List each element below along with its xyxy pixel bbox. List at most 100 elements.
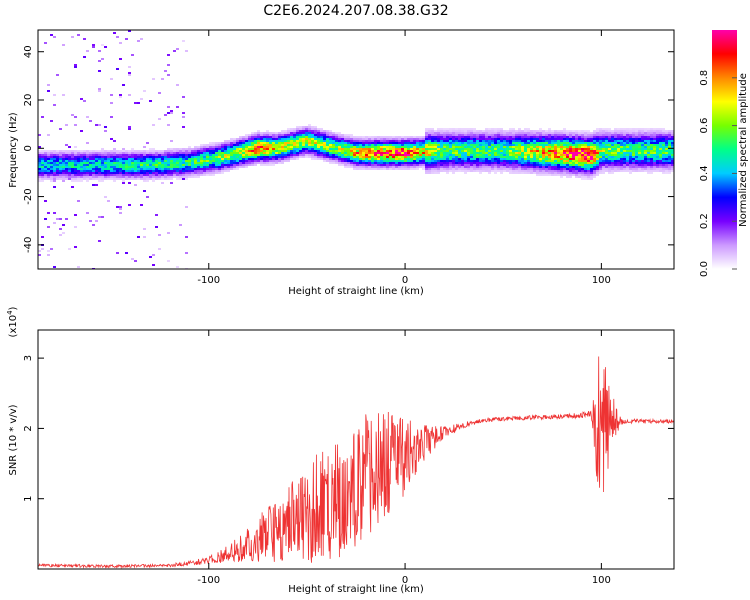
heatmap-cell bbox=[584, 134, 587, 136]
heatmap-cell bbox=[149, 164, 152, 166]
heatmap-cell bbox=[557, 134, 560, 136]
heatmap-cell bbox=[470, 166, 473, 168]
heatmap-cell bbox=[545, 156, 548, 158]
heatmap-cell bbox=[200, 162, 203, 164]
heatmap-cell bbox=[497, 156, 500, 158]
heatmap-cell bbox=[485, 170, 488, 172]
heatmap-cell bbox=[617, 132, 620, 134]
heatmap-cell bbox=[620, 168, 623, 170]
heatmap-cell bbox=[326, 138, 329, 140]
heatmap-cell bbox=[239, 166, 242, 168]
heatmap-cell bbox=[572, 152, 575, 154]
heatmap-cell bbox=[53, 104, 56, 106]
heatmap-cell bbox=[629, 148, 632, 150]
heatmap-cell bbox=[125, 152, 128, 154]
heatmap-cell bbox=[356, 156, 359, 158]
heatmap-cell bbox=[365, 142, 368, 144]
heatmap-cell bbox=[515, 134, 518, 136]
heatmap-cell bbox=[488, 144, 491, 146]
heatmap-cell bbox=[167, 64, 170, 66]
heatmap-cell bbox=[446, 148, 449, 150]
heatmap-cell bbox=[473, 162, 476, 164]
heatmap-cell bbox=[659, 166, 662, 168]
heatmap-cell bbox=[329, 136, 332, 138]
heatmap-cell bbox=[467, 154, 470, 156]
heatmap-cell bbox=[623, 146, 626, 148]
heatmap-cell bbox=[257, 134, 260, 136]
heatmap-cell bbox=[650, 128, 653, 130]
heatmap-cell bbox=[449, 160, 452, 162]
heatmap-cell bbox=[620, 170, 623, 172]
heatmap-cell bbox=[551, 138, 554, 140]
heatmap-cell bbox=[452, 136, 455, 138]
heatmap-cell bbox=[536, 138, 539, 140]
heatmap-cell bbox=[503, 148, 506, 150]
heatmap-cell bbox=[395, 144, 398, 146]
heatmap-cell bbox=[155, 172, 158, 174]
heatmap-cell bbox=[218, 150, 221, 152]
heatmap-cell bbox=[665, 162, 668, 164]
heatmap-cell bbox=[62, 156, 65, 158]
heatmap-cell bbox=[206, 144, 209, 146]
heatmap-cell bbox=[617, 156, 620, 158]
heatmap-cell bbox=[521, 162, 524, 164]
heatmap-cell bbox=[260, 164, 263, 166]
heatmap-cell bbox=[446, 144, 449, 146]
heatmap-cell bbox=[167, 178, 170, 180]
heatmap-cell bbox=[539, 136, 542, 138]
heatmap-cell bbox=[563, 142, 566, 144]
heatmap-cell bbox=[653, 130, 656, 132]
heatmap-cell bbox=[95, 166, 98, 168]
heatmap-cell bbox=[293, 154, 296, 156]
heatmap-cell bbox=[647, 168, 650, 170]
heatmap-cell bbox=[104, 164, 107, 166]
heatmap-cell bbox=[110, 156, 113, 158]
heatmap-cell bbox=[278, 162, 281, 164]
heatmap-cell bbox=[431, 138, 434, 140]
heatmap-cell bbox=[281, 160, 284, 162]
heatmap-cell bbox=[176, 162, 179, 164]
heatmap-cell bbox=[638, 154, 641, 156]
heatmap-cell bbox=[626, 142, 629, 144]
heatmap-cell bbox=[113, 170, 116, 172]
heatmap-cell bbox=[350, 144, 353, 146]
heatmap-cell bbox=[566, 168, 569, 170]
heatmap-cell bbox=[542, 160, 545, 162]
heatmap-cell bbox=[545, 166, 548, 168]
heatmap-cell bbox=[131, 54, 134, 56]
heatmap-cell bbox=[491, 166, 494, 168]
heatmap-cell bbox=[332, 140, 335, 142]
heatmap-cell bbox=[563, 156, 566, 158]
heatmap-cell bbox=[338, 162, 341, 164]
heatmap-cell bbox=[602, 148, 605, 150]
heatmap-cell bbox=[317, 146, 320, 148]
heatmap-cell bbox=[641, 128, 644, 130]
heatmap-cell bbox=[431, 164, 434, 166]
heatmap-cell bbox=[518, 152, 521, 154]
heatmap-cell bbox=[110, 138, 113, 140]
heatmap-cell bbox=[596, 158, 599, 160]
heatmap-cell bbox=[335, 162, 338, 164]
heatmap-cell bbox=[467, 138, 470, 140]
heatmap-cell bbox=[323, 160, 326, 162]
heatmap-cell bbox=[320, 158, 323, 160]
heatmap-cell bbox=[614, 136, 617, 138]
heatmap-cell bbox=[359, 166, 362, 168]
heatmap-cell bbox=[44, 178, 47, 180]
heatmap-cell bbox=[404, 158, 407, 160]
heatmap-cell bbox=[116, 168, 119, 170]
heatmap-cell bbox=[71, 168, 74, 170]
heatmap-cell bbox=[281, 132, 284, 134]
heatmap-cell bbox=[632, 168, 635, 170]
heatmap-cell bbox=[239, 142, 242, 144]
heatmap-cell bbox=[362, 136, 365, 138]
heatmap-cell bbox=[173, 174, 176, 176]
heatmap-cell bbox=[512, 168, 515, 170]
heatmap-cell bbox=[641, 148, 644, 150]
heatmap-cell bbox=[557, 142, 560, 144]
heatmap-cell bbox=[560, 170, 563, 172]
heatmap-cell bbox=[53, 174, 56, 176]
heatmap-cell bbox=[59, 160, 62, 162]
heatmap-cell bbox=[587, 142, 590, 144]
heatmap-cell bbox=[590, 154, 593, 156]
